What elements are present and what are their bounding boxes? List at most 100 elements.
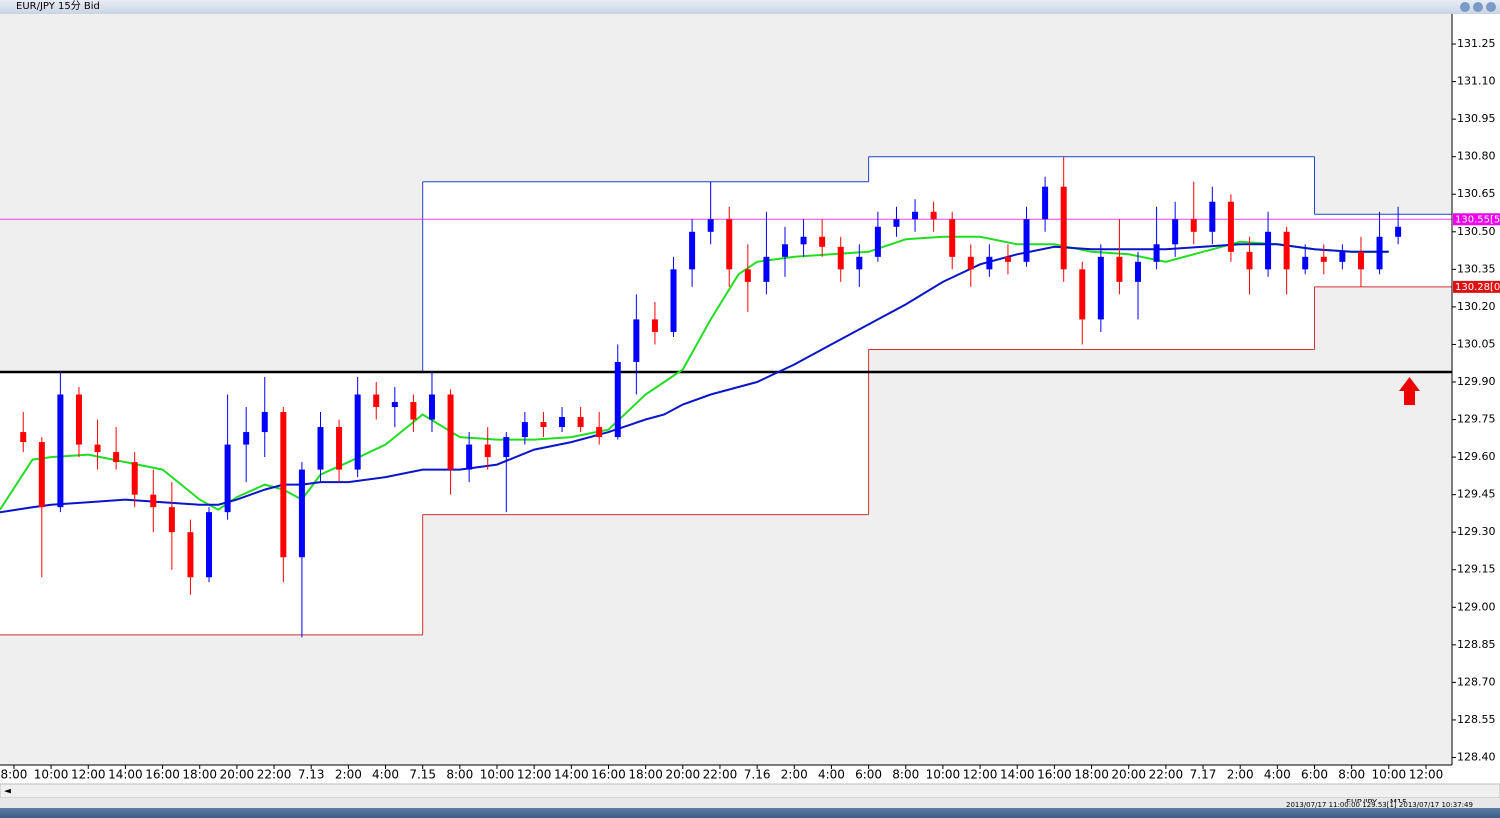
- candle-body: [1227, 201, 1234, 252]
- server-time: 2013/07/17 10:37:49: [1398, 801, 1473, 809]
- y-tick-label: 129.60: [1457, 450, 1496, 463]
- y-tick-label: 131.25: [1457, 37, 1496, 50]
- x-tick-label: 12:00: [71, 768, 106, 782]
- y-tick-label: 129.75: [1457, 413, 1496, 426]
- maximize[interactable]: [1473, 2, 1483, 12]
- candle-body: [113, 452, 120, 463]
- y-tick-label: 130.80: [1457, 150, 1496, 163]
- scrollbar[interactable]: [0, 783, 1500, 798]
- y-tick-label: 128.40: [1457, 750, 1496, 763]
- candle-body: [912, 211, 919, 220]
- price-tag-label: 130.28[0: [1455, 282, 1500, 293]
- x-tick-label: 8:00: [0, 768, 27, 782]
- candle-body: [1135, 261, 1142, 282]
- x-tick-label: 8:00: [446, 768, 473, 782]
- y-tick-label: 128.70: [1457, 675, 1496, 688]
- title-bar: EUR/JPY 15分 Bid: [0, 0, 1500, 14]
- price-axis: [1452, 14, 1500, 798]
- candle-body: [949, 219, 956, 257]
- status-bar: EUR/JPY M15: [0, 798, 1500, 808]
- x-tick-label: 6:00: [855, 768, 882, 782]
- x-tick-label: 10:00: [480, 768, 515, 782]
- candle-body: [317, 427, 324, 470]
- chart: 131.25 131.10 130.95 130.80 130.65 130.50 130.…: [0, 14, 1500, 798]
- x-tick-label: 14:00: [108, 768, 143, 782]
- candle-body: [1395, 226, 1402, 237]
- candle-body: [503, 437, 510, 458]
- candle-body: [1116, 256, 1123, 282]
- candle-body: [336, 427, 343, 470]
- y-tick-label: 129.15: [1457, 563, 1496, 576]
- x-tick-label: 18:00: [182, 768, 217, 782]
- x-tick-label: 10:00: [34, 768, 69, 782]
- candle-body: [689, 231, 696, 270]
- y-tick-label: 129.00: [1457, 600, 1496, 613]
- x-tick-label: 2:00: [335, 768, 362, 782]
- candle-body: [1302, 256, 1309, 270]
- moving-average: [0, 243, 1389, 514]
- range-box: [868, 156, 1315, 350]
- x-tick-label: 7.15: [409, 768, 436, 782]
- window-title: EUR/JPY 15分 Bid: [16, 1, 100, 12]
- bar-price: 129.53[1]: [1362, 801, 1397, 809]
- candle-body: [521, 422, 528, 438]
- y-tick-label: 130.50: [1457, 225, 1496, 238]
- candle-body: [206, 512, 213, 578]
- x-tick-label: 18:00: [1074, 768, 1109, 782]
- candle-body: [1190, 219, 1197, 232]
- x-tick-label: 8:00: [1338, 768, 1365, 782]
- x-tick-label: 12:00: [1409, 768, 1444, 782]
- close[interactable]: [1486, 2, 1496, 12]
- x-tick-label: 2:00: [781, 768, 808, 782]
- candle-body: [224, 444, 231, 513]
- candle-body: [540, 422, 547, 428]
- candle-body: [1265, 231, 1272, 270]
- x-tick-label: 7.13: [298, 768, 325, 782]
- x-tick-label: 20:00: [666, 768, 701, 782]
- candle-body: [800, 236, 807, 245]
- candle-body: [1060, 186, 1067, 270]
- candle-body: [168, 507, 175, 533]
- candle-body: [986, 256, 993, 270]
- moving-average: [0, 235, 1389, 511]
- x-tick-label: 7.17: [1190, 768, 1217, 782]
- candle-body: [1004, 256, 1011, 262]
- candle-body: [187, 532, 194, 578]
- x-tick-label: 16:00: [1037, 768, 1072, 782]
- x-tick-label: 16:00: [591, 768, 626, 782]
- candle-body: [428, 394, 435, 420]
- candle-body: [1339, 251, 1346, 262]
- x-tick-label: 7.16: [744, 768, 771, 782]
- candle-body: [354, 394, 361, 470]
- y-tick-label: 129.90: [1457, 375, 1496, 388]
- y-tick-label: 129.45: [1457, 488, 1496, 501]
- candle-body: [38, 442, 45, 508]
- candle-body: [596, 427, 603, 438]
- candle-body: [94, 444, 101, 453]
- candle-body: [150, 494, 157, 508]
- x-tick-label: 2:00: [1227, 768, 1254, 782]
- x-tick-label: 22:00: [1149, 768, 1184, 782]
- candle-body: [1079, 269, 1086, 320]
- scroll-left[interactable]: ◄: [4, 787, 11, 797]
- minimize[interactable]: [1460, 2, 1470, 12]
- candle-body: [410, 402, 417, 420]
- y-tick-label: 130.65: [1457, 187, 1496, 200]
- x-tick-label: 22:00: [703, 768, 738, 782]
- candle-body: [1246, 251, 1253, 270]
- candle-body: [75, 394, 82, 445]
- candle-body: [57, 394, 64, 508]
- candle-body: [633, 319, 640, 362]
- x-tick-label: 16:00: [145, 768, 180, 782]
- y-tick-label: 128.55: [1457, 713, 1496, 726]
- x-tick-label: 14:00: [1000, 768, 1035, 782]
- x-tick-label: 22:00: [257, 768, 292, 782]
- candle-body: [559, 417, 566, 428]
- y-tick-label: 131.10: [1457, 75, 1496, 88]
- candle-body: [484, 444, 491, 458]
- candle-body: [651, 319, 658, 332]
- candle-body: [967, 256, 974, 270]
- y-tick-label: 130.95: [1457, 112, 1496, 125]
- candle-body: [744, 269, 751, 282]
